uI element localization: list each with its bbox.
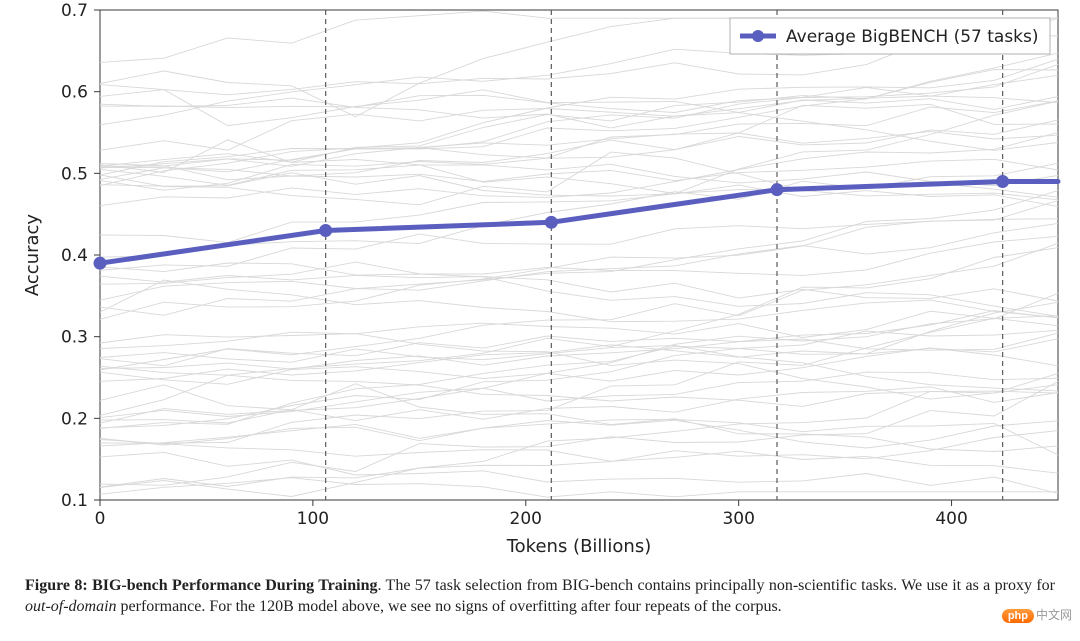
y-tick-label: 0.3 bbox=[61, 328, 88, 348]
background-task-line bbox=[100, 334, 1058, 400]
background-task-line bbox=[100, 53, 1058, 166]
y-tick-label: 0.1 bbox=[61, 491, 88, 511]
caption-italic: out-of-domain bbox=[25, 598, 117, 615]
y-tick-label: 0.5 bbox=[61, 164, 88, 184]
background-task-line bbox=[100, 59, 1058, 185]
figure-container: 0 100 200 300 400 Tokens (Billions) 0.1 0.2 0.3 0… bbox=[0, 0, 1080, 641]
legend-marker-sample bbox=[752, 30, 764, 42]
x-tick-label: 400 bbox=[935, 509, 967, 529]
background-task-line bbox=[100, 131, 1058, 166]
main-series-marker bbox=[320, 225, 332, 237]
y-axis-label: Accuracy bbox=[22, 214, 43, 297]
background-task-line bbox=[100, 382, 1058, 486]
background-task-line bbox=[100, 348, 1058, 384]
main-series-marker bbox=[545, 216, 557, 228]
main-series-marker bbox=[771, 184, 783, 196]
legend-label: Average BigBENCH (57 tasks) bbox=[786, 27, 1039, 47]
caption-body-2: performance. For the 120B model above, w… bbox=[117, 598, 782, 615]
background-task-line bbox=[100, 191, 1058, 316]
y-tick-label: 0.7 bbox=[61, 1, 88, 21]
background-task-line bbox=[100, 311, 1058, 366]
background-task-line bbox=[100, 70, 1058, 169]
main-series-marker bbox=[997, 176, 1009, 188]
background-task-line bbox=[100, 440, 1058, 474]
main-series-marker bbox=[94, 257, 106, 269]
x-tick-label: 300 bbox=[722, 509, 754, 529]
watermark-brand: php bbox=[1002, 609, 1034, 623]
caption-body-1: . The 57 task selection from BIG-bench c… bbox=[377, 577, 1055, 594]
y-tick-label: 0.2 bbox=[61, 409, 88, 429]
background-task-line bbox=[100, 263, 1058, 317]
watermark: php中文网 bbox=[1002, 606, 1072, 623]
caption-label: Figure 8: BIG-bench Performance During T… bbox=[25, 577, 377, 594]
background-task-line bbox=[100, 373, 1058, 487]
background-task-line bbox=[100, 275, 1058, 301]
x-tick-label: 0 bbox=[95, 509, 106, 529]
x-tick-label: 200 bbox=[510, 509, 542, 529]
chart-svg: 0 100 200 300 400 Tokens (Billions) 0.1 0.2 0.3 0… bbox=[0, 0, 1080, 570]
x-tick-label: 100 bbox=[297, 509, 329, 529]
x-axis-label: Tokens (Billions) bbox=[506, 536, 652, 557]
background-task-line bbox=[100, 420, 1058, 448]
watermark-text: 中文网 bbox=[1036, 608, 1072, 622]
y-tick-label: 0.6 bbox=[61, 83, 88, 103]
background-task-line bbox=[100, 372, 1058, 418]
figure-caption: Figure 8: BIG-bench Performance During T… bbox=[25, 576, 1055, 618]
y-tick-label: 0.4 bbox=[61, 246, 88, 266]
